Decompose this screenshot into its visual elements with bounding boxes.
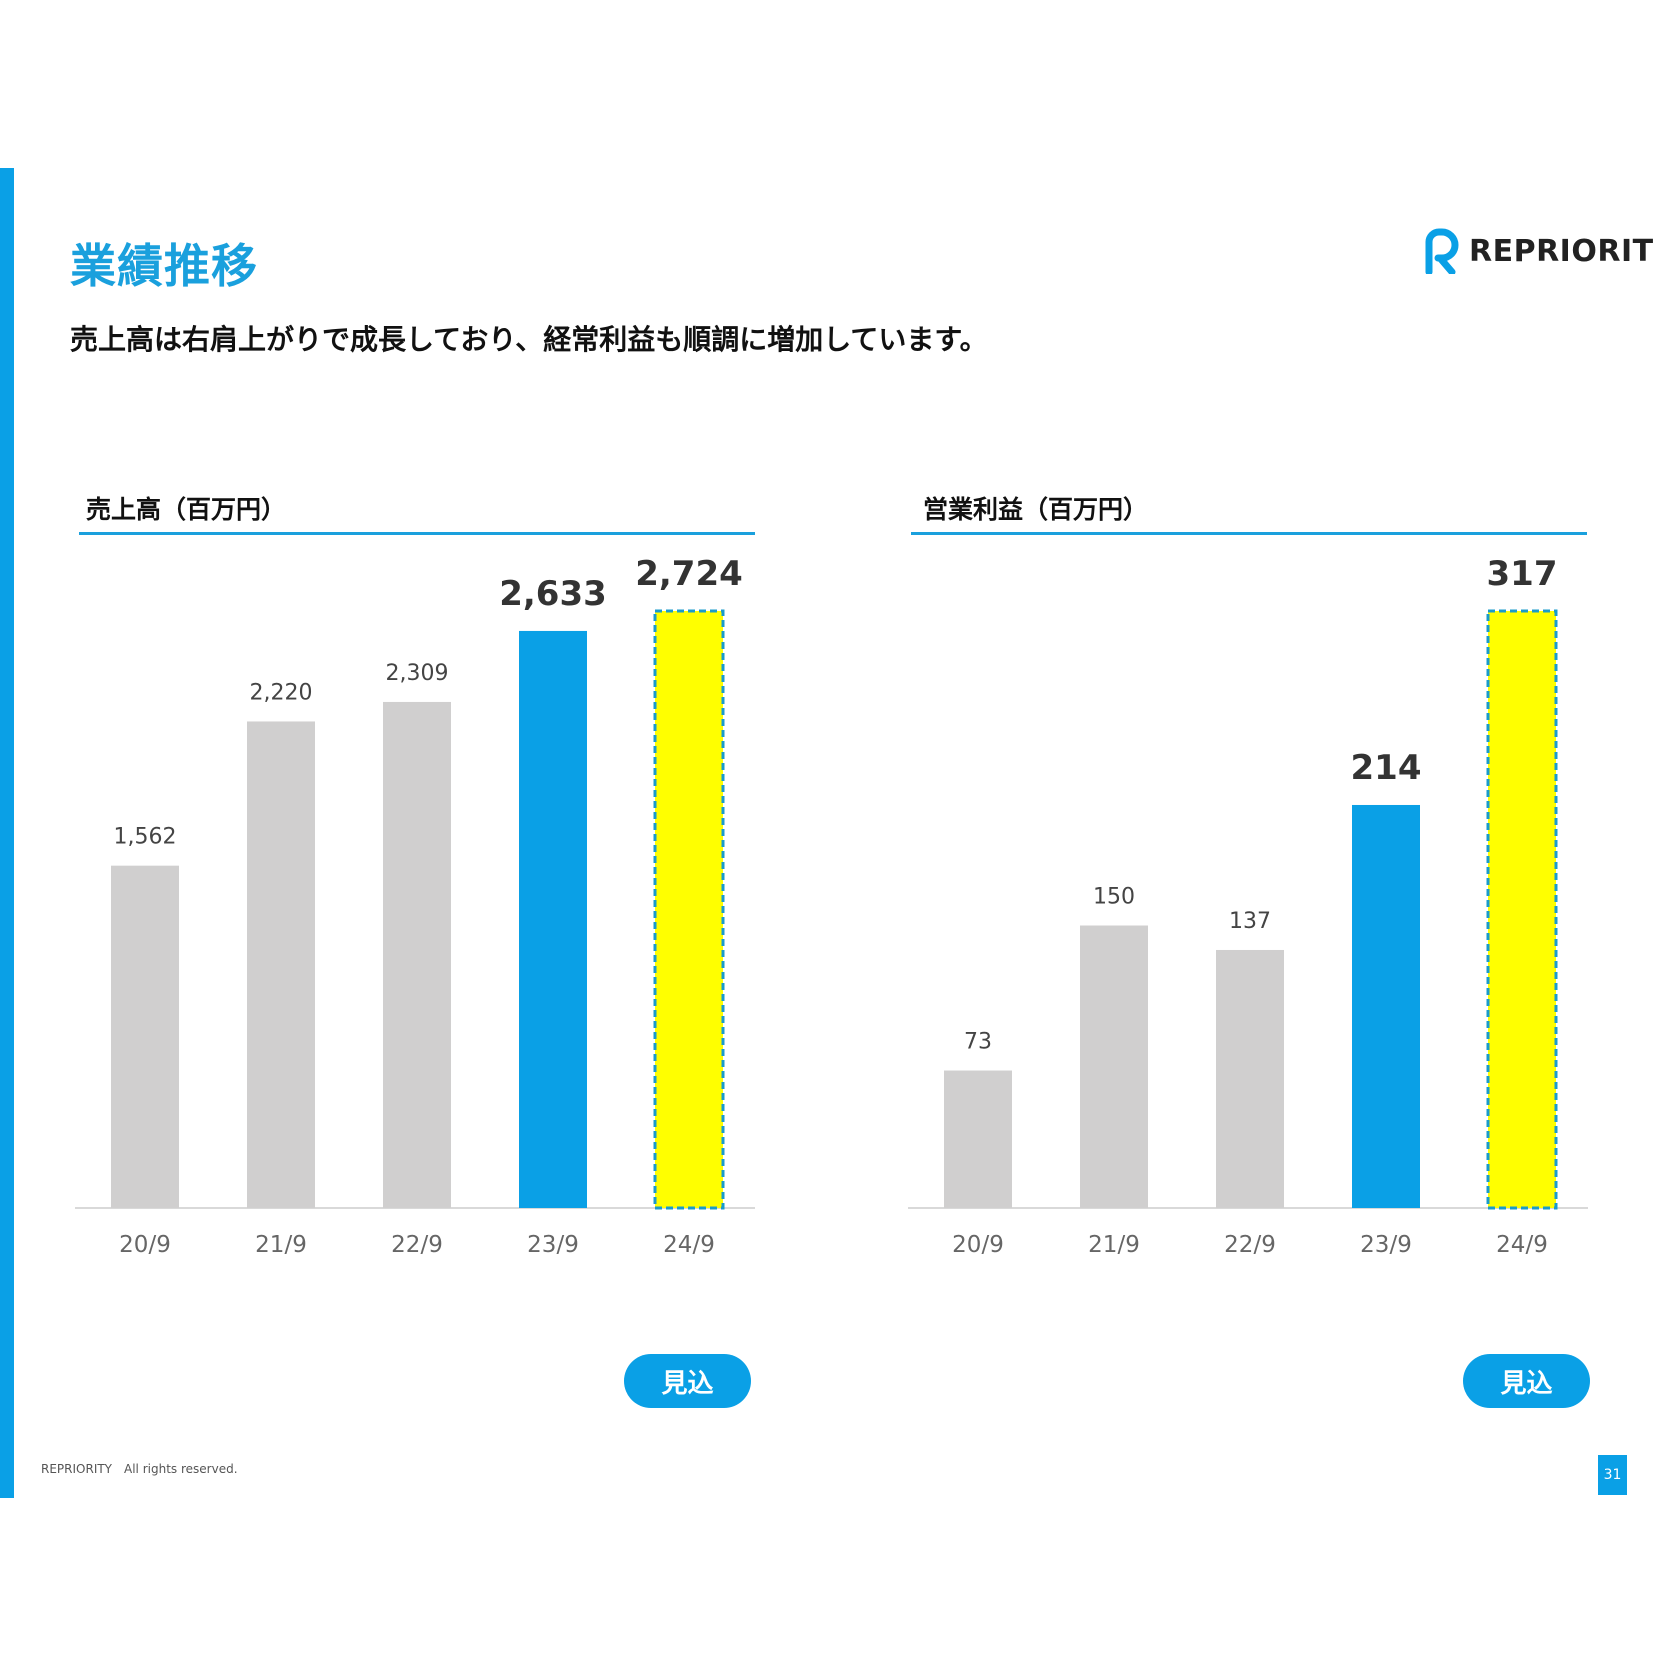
bar-21-9 bbox=[247, 721, 315, 1208]
bar-23-9 bbox=[519, 630, 587, 1208]
footer-copyright: REPRIORITY All rights reserved. bbox=[41, 1462, 238, 1476]
data-label: 1,562 bbox=[114, 825, 177, 850]
slide: 業績推移 売上高は右肩上がりで成長しており、経常利益も順調に増加しています。 R… bbox=[0, 168, 1653, 1498]
x-tick-label: 21/9 bbox=[1088, 1232, 1140, 1258]
sales-chart-title: 売上高（百万円） bbox=[86, 495, 287, 524]
data-label: 317 bbox=[1487, 554, 1558, 594]
x-tick-label: 22/9 bbox=[1224, 1232, 1276, 1258]
sales-chart-title-rule bbox=[79, 532, 755, 535]
bar-20-9 bbox=[111, 865, 179, 1208]
bar-20-9 bbox=[944, 1070, 1012, 1208]
data-label: 214 bbox=[1351, 748, 1422, 788]
data-label: 2,633 bbox=[499, 574, 607, 614]
x-tick-label: 20/9 bbox=[952, 1232, 1004, 1258]
x-tick-label: 22/9 bbox=[391, 1232, 443, 1258]
x-tick-label: 24/9 bbox=[1496, 1232, 1548, 1258]
operating-profit-chart-title-rule bbox=[911, 532, 1587, 535]
bar-24-9 bbox=[1486, 609, 1558, 1210]
bar-22-9 bbox=[1216, 949, 1284, 1208]
data-label: 2,309 bbox=[386, 661, 449, 686]
x-tick-label: 21/9 bbox=[255, 1232, 307, 1258]
left-accent-bar bbox=[0, 168, 14, 1498]
x-tick-label: 23/9 bbox=[527, 1232, 579, 1258]
slide-title: 業績推移 bbox=[70, 239, 258, 293]
logo-mark-icon bbox=[1425, 228, 1459, 274]
company-logo: REPRIORITY bbox=[1425, 226, 1653, 276]
operating-profit-forecast-badge: 見込 bbox=[1463, 1354, 1590, 1408]
page-number: 31 bbox=[1598, 1455, 1627, 1495]
sales-forecast-badge: 見込 bbox=[624, 1354, 751, 1408]
bar-24-9 bbox=[653, 609, 725, 1210]
x-tick-label: 23/9 bbox=[1360, 1232, 1412, 1258]
bar-23-9 bbox=[1352, 804, 1420, 1208]
data-label: 137 bbox=[1229, 909, 1271, 934]
operating-profit-chart-title: 営業利益（百万円） bbox=[923, 495, 1149, 524]
x-tick-label: 24/9 bbox=[663, 1232, 715, 1258]
logo-text: REPRIORITY bbox=[1469, 233, 1653, 269]
data-label: 73 bbox=[964, 1030, 992, 1055]
data-label: 2,724 bbox=[635, 554, 743, 594]
operating-profit-bar-chart: 73 20/9 150 21/9 137 22/9 214 23/9 317 24/9 bbox=[908, 554, 1588, 1258]
data-label: 2,220 bbox=[250, 680, 313, 705]
slide-subtitle: 売上高は右肩上がりで成長しており、経常利益も順調に増加しています。 bbox=[70, 323, 988, 356]
x-tick-label: 20/9 bbox=[119, 1232, 171, 1258]
sales-bar-chart: 1,562 20/9 2,220 21/9 2,309 22/9 2,633 23/9 2,72… bbox=[75, 554, 755, 1258]
bar-21-9 bbox=[1080, 925, 1148, 1208]
bar-22-9 bbox=[383, 701, 451, 1208]
data-label: 150 bbox=[1093, 885, 1135, 910]
